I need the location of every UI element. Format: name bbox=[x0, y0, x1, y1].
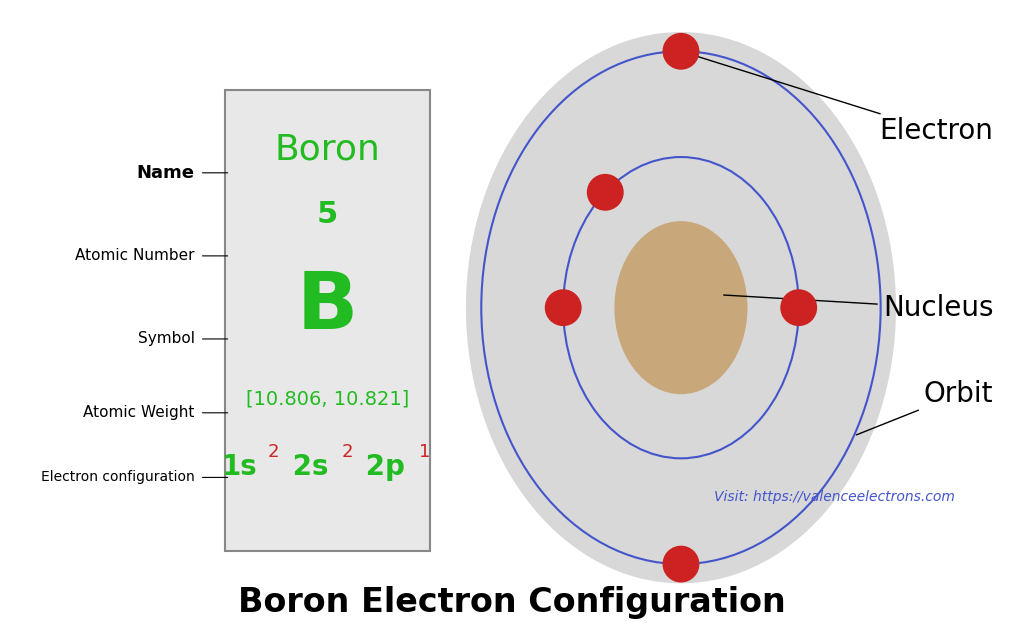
Text: 5: 5 bbox=[317, 200, 338, 229]
Ellipse shape bbox=[466, 32, 896, 583]
FancyBboxPatch shape bbox=[225, 90, 430, 551]
Text: Symbol: Symbol bbox=[137, 331, 195, 347]
Ellipse shape bbox=[780, 289, 817, 326]
Text: Nucleus: Nucleus bbox=[724, 294, 993, 322]
Text: 2s: 2s bbox=[283, 453, 328, 481]
Text: B: B bbox=[297, 268, 358, 345]
Ellipse shape bbox=[663, 545, 699, 583]
Text: 1: 1 bbox=[419, 443, 430, 461]
Text: 2p: 2p bbox=[356, 453, 404, 481]
Text: 2: 2 bbox=[341, 443, 352, 461]
Text: Boron Electron Configuration: Boron Electron Configuration bbox=[239, 586, 785, 619]
Text: Electron: Electron bbox=[684, 52, 993, 146]
Text: Boron: Boron bbox=[274, 133, 381, 167]
Ellipse shape bbox=[663, 33, 699, 70]
Ellipse shape bbox=[545, 289, 582, 326]
Text: Visit: https://valenceelectrons.com: Visit: https://valenceelectrons.com bbox=[714, 490, 955, 504]
Ellipse shape bbox=[587, 174, 624, 211]
Text: Electron configuration: Electron configuration bbox=[41, 470, 195, 485]
Text: Name: Name bbox=[136, 164, 195, 182]
Text: [10.806, 10.821]: [10.806, 10.821] bbox=[246, 390, 410, 408]
Text: 1s: 1s bbox=[221, 453, 257, 481]
Text: 2: 2 bbox=[267, 443, 280, 461]
Text: Orbit: Orbit bbox=[856, 380, 993, 435]
Text: Atomic Number: Atomic Number bbox=[75, 248, 195, 263]
Ellipse shape bbox=[614, 221, 748, 394]
Text: Atomic Weight: Atomic Weight bbox=[83, 405, 195, 420]
